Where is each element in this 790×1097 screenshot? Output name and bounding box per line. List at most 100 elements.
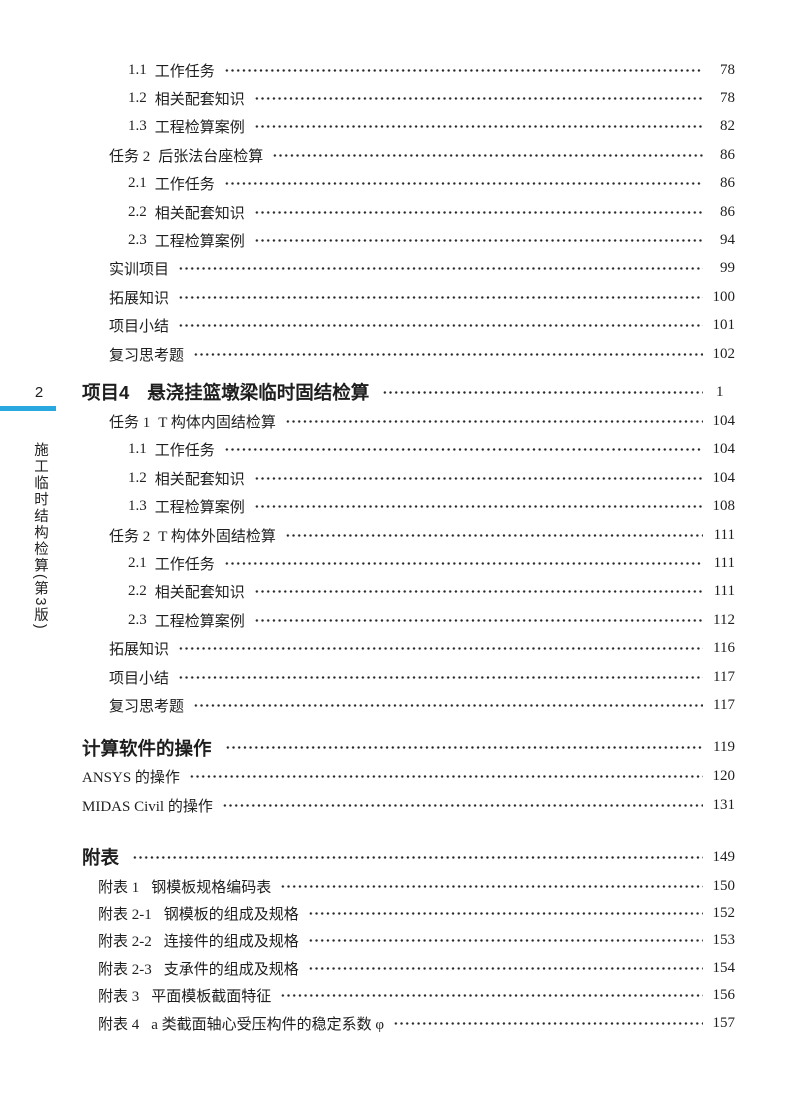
accent-bar [0,406,56,411]
toc-entry-row: 附表 2-1 钢模板的组成及规格 152 [82,900,735,927]
dot-leader [178,641,703,657]
toc-entry-label: 工作任务 [154,63,215,80]
toc-entry-number: 任务 2 [109,528,151,545]
toc-entry-page: 78 [720,61,735,78]
dot-leader [253,470,703,486]
toc-entry-page: 82 [720,118,735,135]
toc-entry-number: 1.1 [128,61,147,78]
toc-entry-row: 任务 1 T 构体内固结检算 104 [82,407,735,435]
toc-entry-row: 1.3 工程检算案例 108 [82,492,735,520]
toc-entry-row: ANSYS 的操作 120 [82,763,735,791]
toc-entry-row: 实训项目 99 [82,255,735,283]
toc-entry-number: 2.1 [128,554,147,571]
toc-entry-number: 项目4 [82,382,130,404]
toc-entry-label: 工作任务 [154,177,215,194]
toc-entry-number: 附表 2-1 [98,906,152,923]
dot-leader [193,346,703,362]
toc-entry-page: 152 [712,904,736,921]
toc-entry-label: 计算软件的操作 [82,737,212,759]
toc-entry-label: 实训项目 [109,262,170,279]
toc-entry-number: 1.2 [128,90,147,107]
dot-leader [253,612,703,628]
toc-entry-page: 157 [712,1014,736,1031]
toc-entry-row: 任务 2 后张法台座检算 86 [82,141,735,169]
toc-section: 附表 149 附表 1 钢模板规格编码表 150 附表 2-1 钢模板的组成及规格 152 附表… [82,842,735,1036]
toc-entry-number: 1.2 [128,469,147,486]
toc-entry-page: 111 [713,554,735,571]
dot-leader [393,1015,703,1031]
toc-entry-page: 112 [713,611,735,628]
toc-entry-label: 复习思考题 [109,698,185,715]
toc-entry-page: 86 [720,203,735,220]
toc-entry-label: 复习思考题 [109,347,185,364]
toc-entry-row: 复习思考题 117 [82,691,735,719]
dot-leader [223,555,703,571]
dot-leader [188,769,703,785]
sidebar-page-number: 2 [34,384,44,401]
toc-entry-label: T 构体内固结检算 [158,414,276,431]
toc-entry-row: 2.2 相关配套知识 86 [82,198,735,226]
toc-entry-page: 100 [712,288,736,305]
toc-entry-row: 2.1 工作任务 86 [82,170,735,198]
toc-entry-row: 2.1 工作任务 111 [82,549,735,577]
toc-entry-row: 1.3 工程检算案例 82 [82,113,735,141]
toc-entry-row: 附表 2-2 连接件的组成及规格 153 [82,927,735,954]
toc-entry-label: 工作任务 [154,443,215,460]
toc-entry-label: 项目小结 [109,670,170,687]
toc-entry-page: 111 [713,526,735,543]
toc-entry-label: 附表 [82,847,120,869]
toc-entry-page: 111 [713,583,735,600]
dot-leader [253,119,703,135]
dot-leader [280,878,703,894]
dot-leader [223,176,703,192]
toc-entry-label: a 类截面轴心受压构件的稳定系数 φ [151,1016,385,1033]
toc-entry-label: 后张法台座检算 [158,148,264,165]
toc-entry-number: 附表 4 [98,1016,140,1033]
toc-section: 1.1 工作任务 78 1.2 相关配套知识 78 1.3 工程检算案例 82 任务 2 后张法台座… [82,56,735,368]
toc-entry-label: 相关配套知识 [154,92,245,109]
toc-entry-page: 153 [712,932,736,949]
toc-entry-label: 工程检算案例 [154,234,245,251]
toc-entry-label: 工程检算案例 [154,500,245,517]
toc-entry-row: 1.1 工作任务 78 [82,56,735,84]
toc-entry-number: 1.1 [128,441,147,458]
dot-leader [253,91,703,107]
toc-entry-row: 1.2 相关配套知识 78 [82,84,735,112]
toc-entry-page: 101 [712,317,736,334]
toc-entry-number: 2.1 [128,175,147,192]
toc-entry-page: 156 [712,987,736,1004]
dot-leader [221,797,703,813]
toc-entry-label: 项目小结 [109,319,170,336]
toc-entry-row: 2.3 工程检算案例 94 [82,226,735,254]
toc-entry-page: 86 [720,175,735,192]
toc-section: 计算软件的操作 119 ANSYS 的操作 120 MIDAS Civil 的操作 131 [82,733,735,820]
toc-entry-page: 1 [716,383,724,400]
toc-entry-label: 工作任务 [154,556,215,573]
toc-entry-label: 连接件的组成及规格 [163,934,299,951]
toc-entry-number: 2.2 [128,203,147,220]
dot-leader [307,905,703,921]
toc-entry-page: 86 [720,146,735,163]
dot-leader [307,933,703,949]
dot-leader [178,669,703,685]
toc-entry-label: 工程检算案例 [154,613,245,630]
dot-leader [178,261,703,277]
toc-entry-page: 108 [712,498,736,515]
toc-entry-row: 附表 2-3 支承件的组成及规格 154 [82,955,735,982]
toc-entry-label: 悬浇挂篮墩梁临时固结检算 [147,382,370,404]
toc-entry-number: 附表 3 [98,989,140,1006]
toc-entry-number: 任务 2 [109,148,151,165]
toc-entry-number: 任务 1 [109,414,151,431]
toc-entry-number: 2.3 [128,232,147,249]
toc-entry-page: 116 [713,640,735,657]
toc-entry-label: 相关配套知识 [154,585,245,602]
toc-entry-row: 项目小结 117 [82,663,735,691]
toc-entry-row: 拓展知识 100 [82,283,735,311]
toc-entry-label: MIDAS Civil 的操作 [82,798,213,815]
toc-entry-label: 钢模板规格编码表 [151,879,272,896]
toc-entry-label: 工程检算案例 [154,120,245,137]
toc-entry-row: 拓展知识 116 [82,634,735,662]
dot-leader [132,848,703,867]
dot-leader [284,527,703,543]
toc-entry-page: 119 [713,739,735,756]
